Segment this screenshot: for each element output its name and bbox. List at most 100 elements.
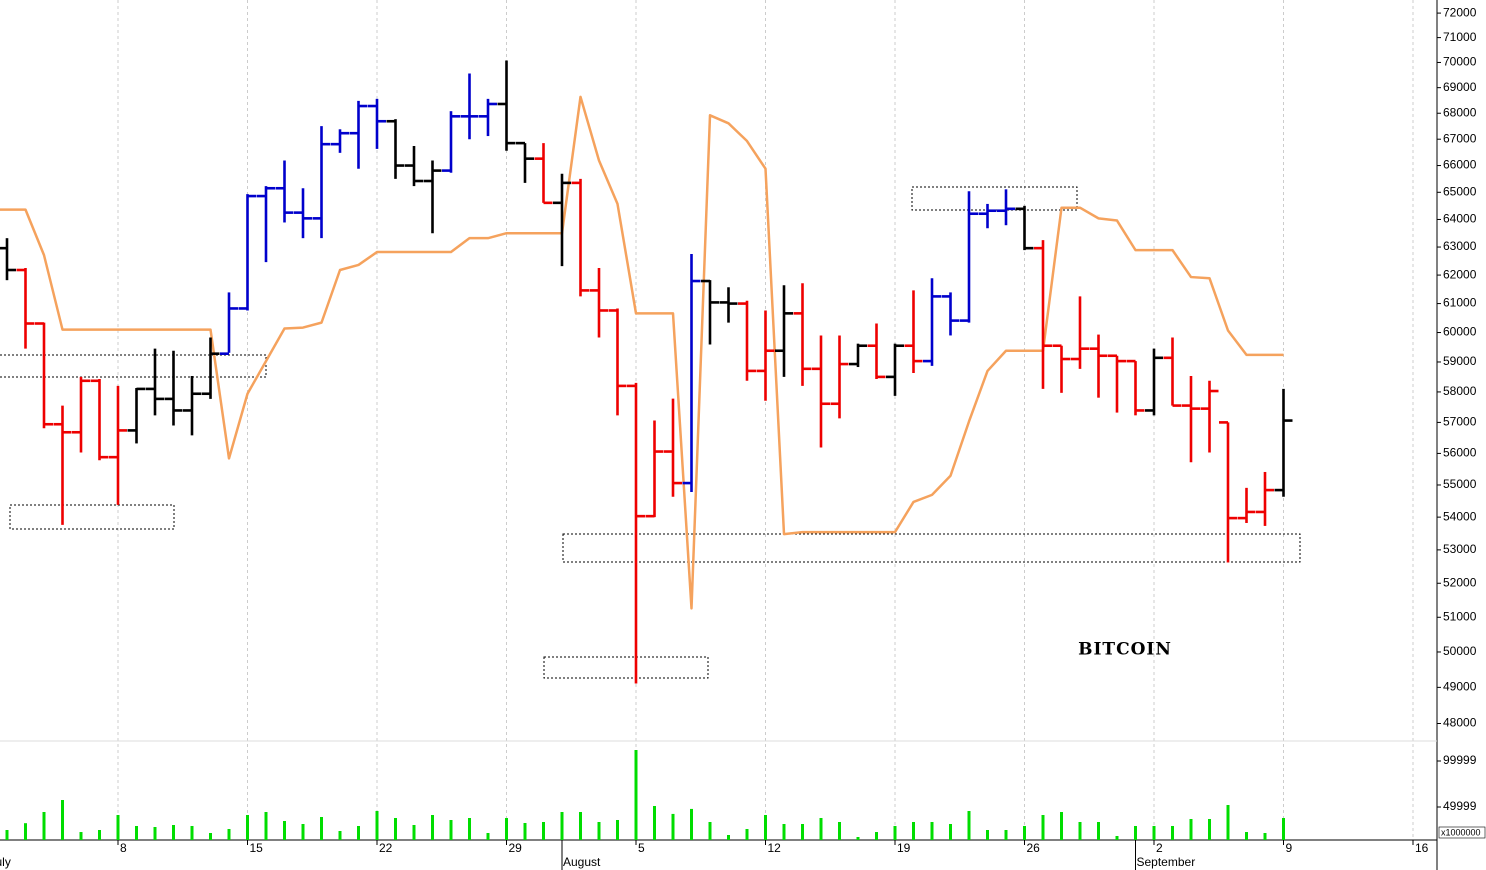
volume-bar (930, 821, 934, 840)
x-tick-label: 16 (1415, 841, 1429, 855)
x-tick-label: 26 (1027, 841, 1041, 855)
volume-bar (1097, 821, 1100, 840)
y-tick-label: 49000 (1443, 680, 1477, 694)
range-box (0, 354, 267, 378)
y-tick-label: 54000 (1443, 509, 1477, 523)
y-tick-label: 66000 (1443, 158, 1477, 172)
volume-bar (61, 800, 64, 840)
volume-bar (449, 819, 453, 840)
volume-bar (1171, 825, 1174, 840)
y-tick-label: 51000 (1443, 609, 1477, 623)
annotation: BITCOIN (1078, 640, 1172, 660)
volume-bar (1282, 818, 1285, 840)
y-tick-label: 72000 (1443, 5, 1477, 19)
volume-bar (1115, 835, 1119, 840)
volume-bar (1078, 821, 1082, 840)
volume-bar (1263, 832, 1267, 840)
volume-bar (505, 818, 508, 840)
volume-bar (320, 816, 323, 840)
volume-bar (135, 825, 138, 840)
volume-bar (838, 821, 841, 840)
indicator-line (0, 95, 1284, 610)
volume-bar (727, 835, 730, 840)
volume-bar (1189, 818, 1193, 840)
range-box (911, 186, 1078, 211)
month-label: August (563, 855, 601, 869)
volume-bar (1023, 825, 1026, 840)
volume-bar (24, 823, 27, 840)
x-tick-label: 22 (379, 841, 393, 855)
y-tick-label: 57000 (1443, 415, 1477, 429)
x-tick-label: 15 (250, 841, 264, 855)
volume-bar (986, 829, 989, 840)
y-tick-label: 53000 (1443, 542, 1477, 556)
volume-bar (801, 824, 804, 840)
volume-bar (486, 832, 490, 840)
volume-bar (172, 825, 175, 840)
y-tick-label: 48000 (1443, 716, 1477, 730)
unit-label: x1000000 (1441, 827, 1481, 837)
volume-bar (264, 812, 268, 840)
x-tick-label: 5 (638, 841, 645, 855)
x-tick-label: 2 (1156, 841, 1163, 855)
x-tick-label: 9 (1286, 841, 1293, 855)
volume-bar (671, 813, 675, 840)
volume-bar (116, 815, 120, 840)
volume-bar (560, 812, 564, 840)
volume-bar (209, 832, 212, 840)
volume-bar (1134, 825, 1137, 840)
volume-bar (301, 824, 305, 840)
volume-bar (1208, 818, 1211, 840)
volume-bar (967, 811, 971, 840)
y-tick-label: 63000 (1443, 239, 1477, 253)
volume-bar (1041, 815, 1045, 840)
volume-bar (431, 815, 434, 840)
volume-bar (246, 815, 249, 840)
volume-bar (375, 811, 379, 840)
volume-bar (653, 805, 656, 840)
x-tick-label: 29 (509, 841, 523, 855)
volume-bar (1245, 832, 1248, 840)
volume-bar (912, 821, 915, 840)
volume-bar (949, 824, 952, 840)
x-tick-label: 12 (768, 841, 782, 855)
volume-bar (79, 832, 83, 840)
y-tick-label: 64000 (1443, 212, 1477, 226)
x-tick-label: 8 (120, 841, 127, 855)
y-tick-label: 56000 (1443, 446, 1477, 460)
volume-bar (1004, 829, 1008, 840)
y-tick-label: 70000 (1443, 55, 1477, 69)
volume-bar (468, 818, 471, 840)
volume-bar (690, 808, 693, 840)
volume-bar (597, 821, 601, 840)
volume-bar (856, 837, 860, 840)
volume-bar (1152, 825, 1156, 840)
y-tick-label: 99999 (1443, 753, 1477, 767)
y-tick-label: 55000 (1443, 477, 1477, 491)
y-tick-label: 65000 (1443, 184, 1477, 198)
y-tick-label: 58000 (1443, 384, 1477, 398)
volume-bar (616, 819, 619, 840)
range-box (562, 533, 1301, 563)
volume-bar (98, 829, 101, 840)
y-tick-label: 71000 (1443, 30, 1477, 44)
volume-bar (5, 829, 9, 840)
y-tick-label: 69000 (1443, 80, 1477, 94)
volume-bar (764, 815, 767, 840)
volume-bar (412, 825, 416, 840)
y-tick-label: 61000 (1443, 296, 1477, 310)
volume-bar (745, 828, 749, 840)
volume-bar (338, 831, 342, 840)
y-tick-label: 67000 (1443, 131, 1477, 145)
volume-bar (357, 825, 360, 840)
volume-bar (542, 821, 545, 840)
volume-bar (782, 824, 786, 840)
volume-bar (1060, 812, 1063, 840)
y-tick-label: 50000 (1443, 644, 1477, 658)
y-tick-label: 60000 (1443, 325, 1477, 339)
y-tick-label: 49999 (1443, 799, 1477, 813)
y-tick-label: 68000 (1443, 105, 1477, 119)
y-tick-label: 59000 (1443, 354, 1477, 368)
month-label: July (0, 855, 11, 869)
